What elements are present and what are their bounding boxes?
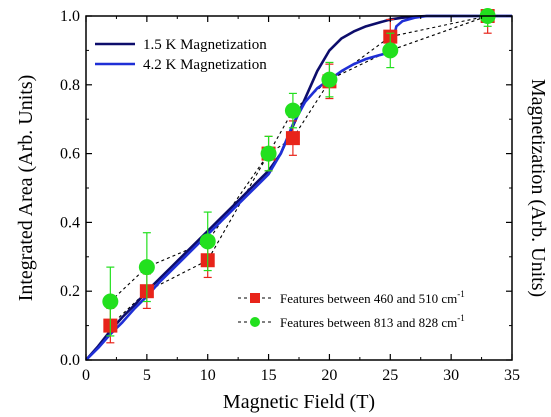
data-point-circle (260, 145, 277, 162)
y-axis-title-left: Integrated Area (Arb. Units) (15, 75, 37, 302)
legend-label: Features between 813 and 828 cm-1 (280, 313, 465, 330)
data-point-circle (138, 259, 155, 276)
x-tick-label: 20 (321, 367, 337, 384)
data-point-circle (199, 233, 216, 250)
y-tick-label: 0.6 (60, 146, 80, 163)
y-tick-label: 0.4 (60, 214, 80, 231)
y-axis-title-right: Magnetization (Arb. Units) (527, 79, 549, 297)
legend-label: 4.2 K Magnetization (143, 57, 267, 73)
y-tick-label: 0.0 (60, 352, 80, 369)
x-tick-label: 5 (143, 367, 151, 384)
data-point-square (285, 131, 300, 146)
data-point-circle (321, 71, 338, 88)
y-tick-label: 0.8 (60, 77, 80, 94)
legend-square-swatch (250, 293, 260, 303)
x-tick-label: 10 (200, 367, 216, 384)
y-tick-label: 1.0 (60, 8, 80, 25)
legend-top: 1.5 K Magnetization 4.2 K Magnetization (95, 37, 267, 73)
data-point-circle (284, 102, 301, 119)
legend-superscript: -1 (457, 313, 465, 323)
legend-circle-swatch (250, 317, 260, 327)
data-point-circle (102, 293, 119, 310)
dashed-connector-1 (109, 15, 488, 302)
x-tick-label: 0 (82, 367, 90, 384)
x-tick-label: 15 (261, 367, 277, 384)
legend-superscript: -1 (457, 289, 465, 299)
x-tick-label: 25 (382, 367, 398, 384)
legend-label: Features between 460 and 510 cm-1 (280, 289, 465, 306)
x-axis-title: Magnetic Field (T) (223, 391, 375, 413)
x-tick-label: 35 (504, 367, 520, 384)
x-tick-label: 30 (443, 367, 459, 384)
ticks-layer: 0 5 10 15 20 25 30 35 0.0 0.2 0.4 0.6 0.8 1.0 (60, 8, 520, 384)
y-tick-label: 0.2 (60, 283, 80, 300)
legend-bottom: Features between 460 and 510 cm-1 Feature… (238, 289, 465, 330)
data-point-circle (382, 42, 399, 59)
legend-label: 1.5 K Magnetization (143, 37, 267, 53)
